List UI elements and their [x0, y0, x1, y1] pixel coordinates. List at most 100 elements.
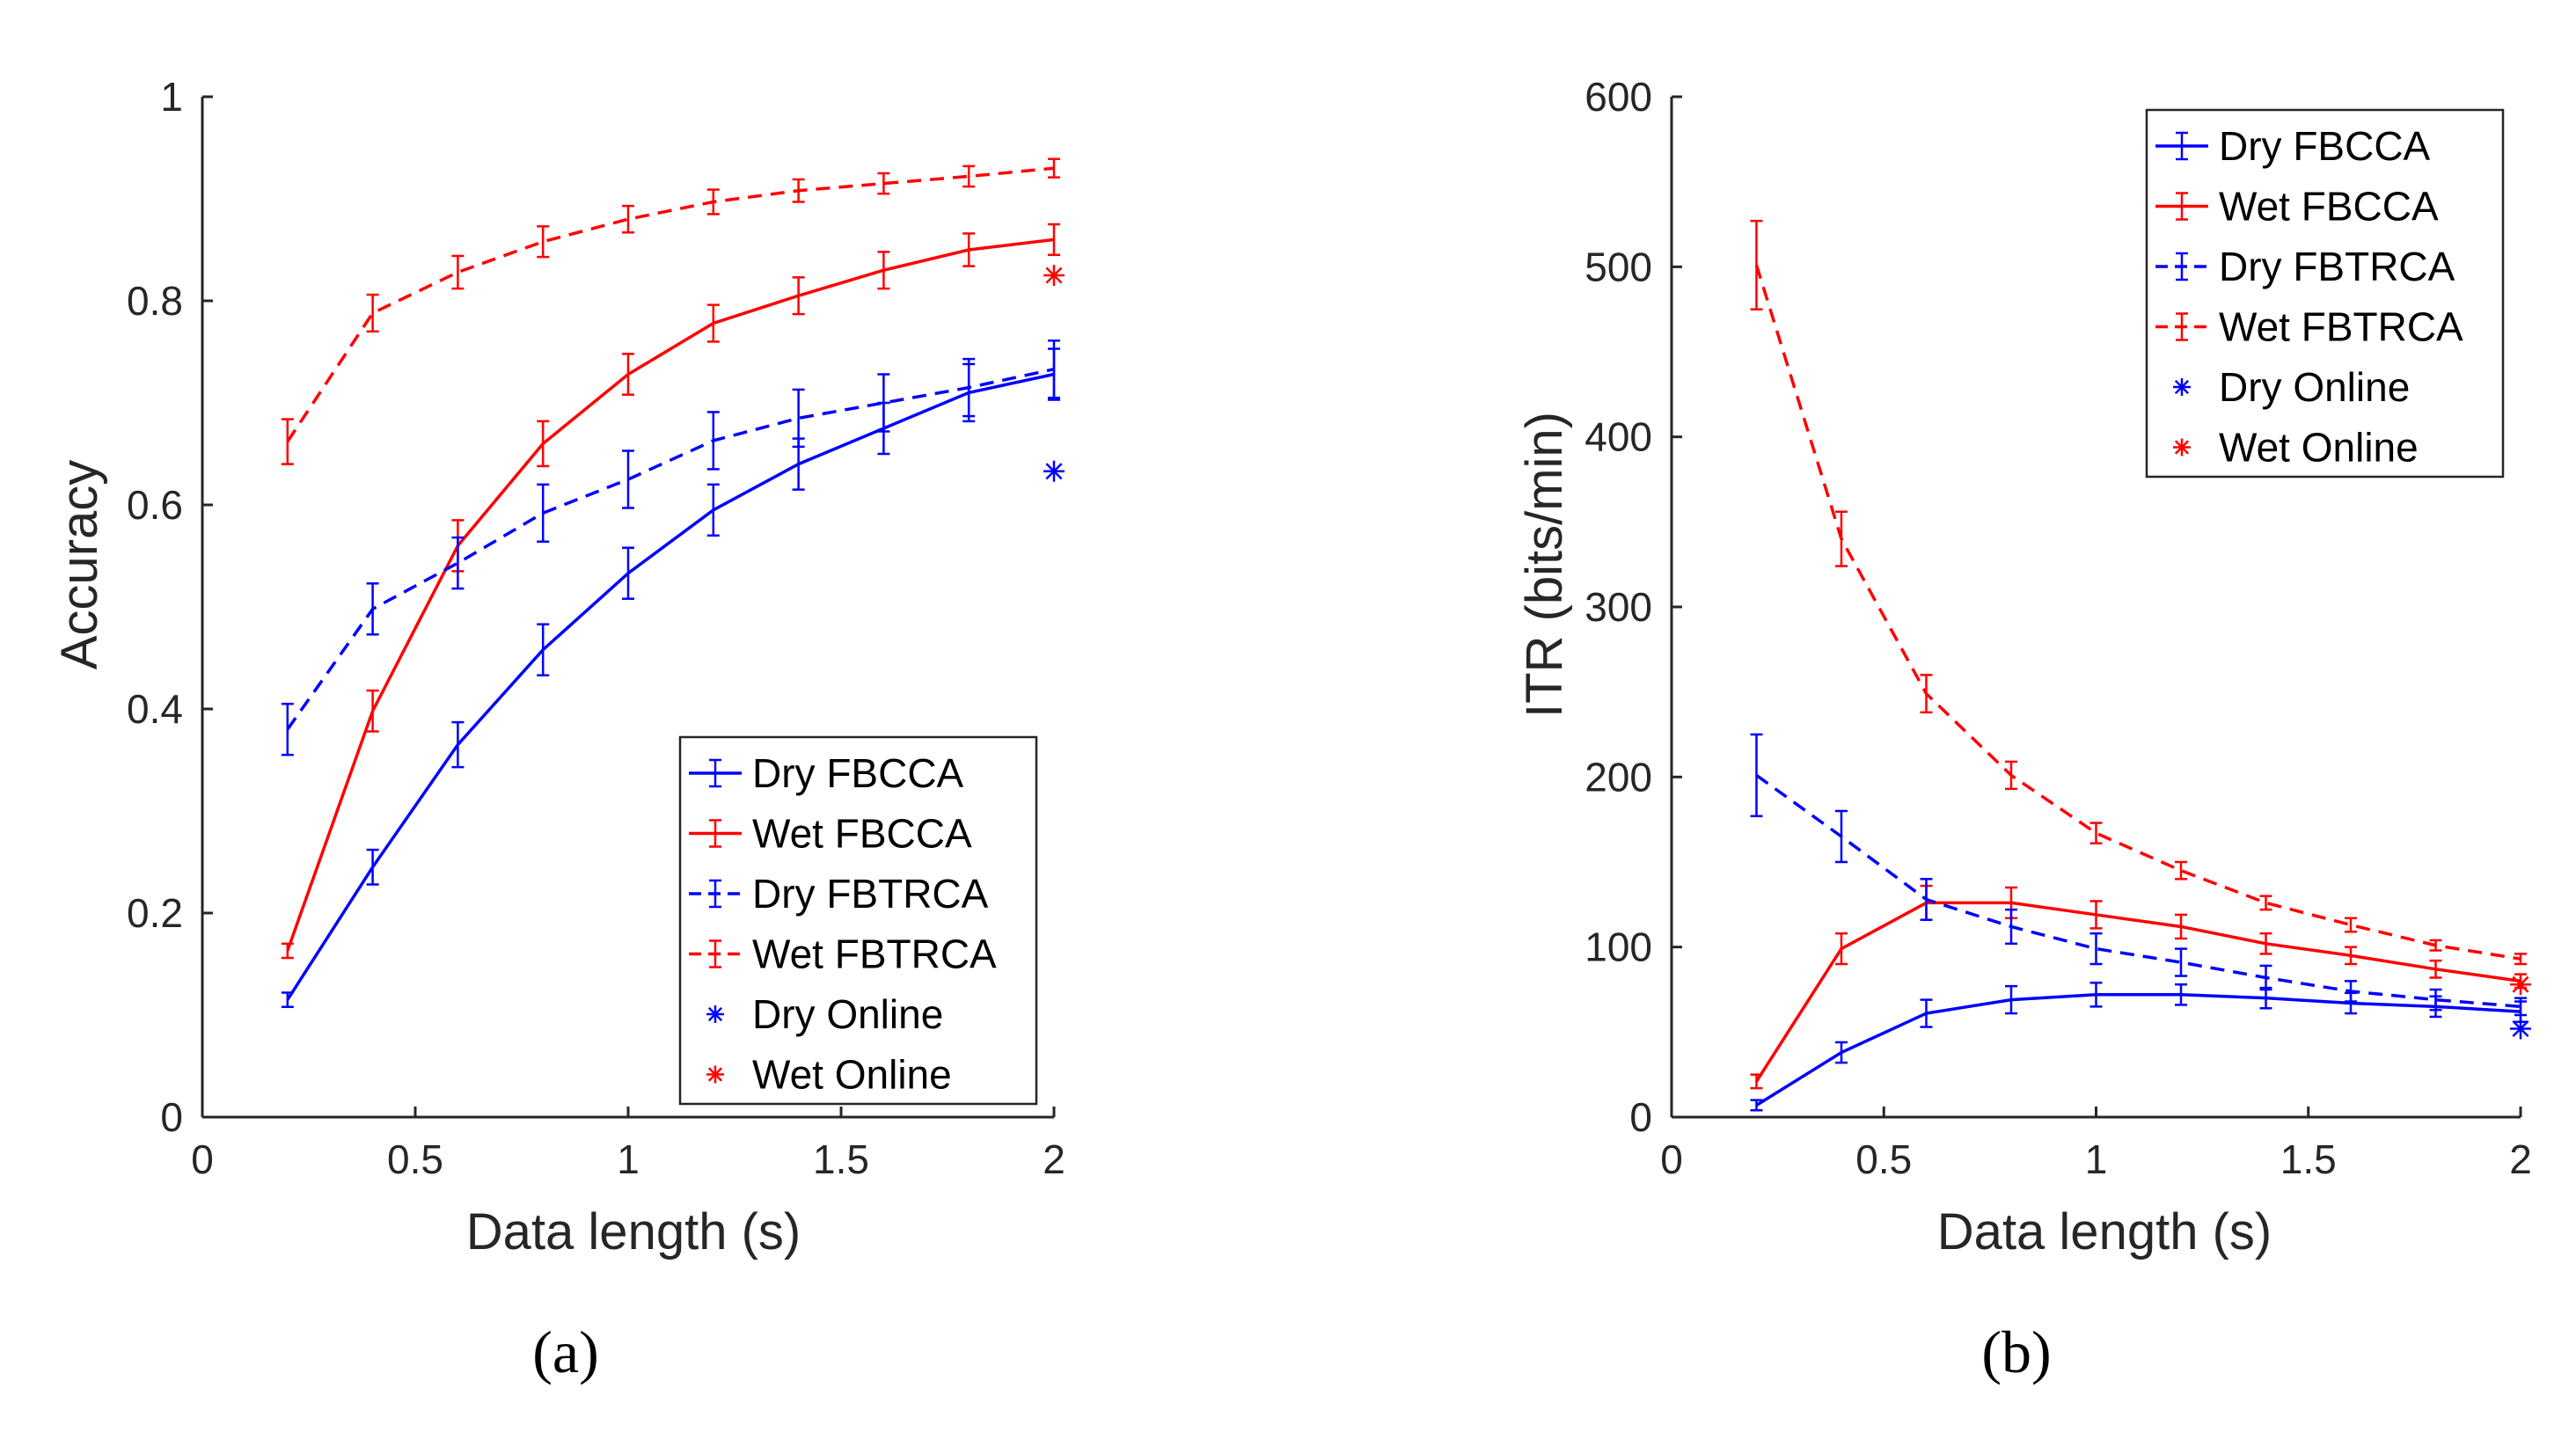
error-bar-wet-fbtrca-a: [706, 188, 720, 216]
legend-label-wet-fbcca-b: Wet FBCCA: [2219, 184, 2439, 230]
error-bar-wet-fbtrca-b: [1750, 219, 1763, 311]
axes-a: 0 0.5 1 1.5 2 0 0.2 0.4 0.6 0.8 1: [127, 74, 1065, 1182]
error-bar-dry-fbcca-a: [281, 991, 294, 1008]
error-bar-dry-fbtrca-a: [281, 702, 294, 756]
error-bar-dry-fbtrca-a: [877, 373, 890, 433]
legend-label-wet-fbtrca-b: Wet FBTRCA: [2219, 304, 2463, 350]
error-bar-dry-fbtrca-a: [537, 483, 550, 544]
error-bar-wet-fbcca-a: [537, 420, 550, 468]
x-tick-label-b: 1.5: [2280, 1136, 2337, 1182]
series-line-dry-fbcca-b: [1755, 993, 2521, 1107]
error-bar-dry-fbcca-b: [1835, 1041, 1848, 1064]
x-tick-label-a: 2: [1043, 1136, 1065, 1182]
legend-b: Dry FBCCA Wet FBCCA Dry FBTRCA Wet FBTRCA Dr…: [2145, 108, 2505, 479]
error-bar-wet-fbcca-a: [366, 689, 379, 733]
error-bar-wet-fbtrca-b: [1920, 674, 1933, 714]
error-bar-wet-fbtrca-b: [2259, 895, 2272, 911]
legend-swatch-wet-fbtrca-b: [2155, 312, 2208, 341]
legend-label-dry-online-a: Dry Online: [752, 991, 943, 1037]
error-bar-wet-fbtrca-b: [2175, 860, 2187, 880]
error-bar-dry-fbcca-b: [2005, 984, 2017, 1015]
panel-label-b: (b): [1981, 1319, 2051, 1385]
error-bar-wet-fbcca-a: [622, 353, 634, 396]
error-bar-dry-fbtrca-b: [2089, 932, 2103, 966]
marker-dry-online-b: [2510, 1018, 2531, 1040]
error-bar-wet-fbcca-b: [1835, 932, 1848, 966]
legend-label-dry-online-b: Dry Online: [2219, 364, 2410, 410]
error-bar-wet-fbtrca-b: [2514, 953, 2527, 966]
legend-label-dry-fbcca-a: Dry FBCCA: [752, 750, 964, 796]
legend-swatch-dry-fbtrca-a: [689, 879, 742, 909]
x-tick-label-a: 1: [617, 1136, 640, 1182]
series-line-dry-fbcca-a: [286, 372, 1055, 1001]
error-bar-dry-fbcca-b: [1750, 1099, 1763, 1112]
legend-label-wet-online-b: Wet Online: [2219, 425, 2419, 471]
error-bar-wet-fbtrca-a: [451, 254, 465, 290]
x-tick-label-b: 1: [2085, 1136, 2108, 1182]
legend-swatch-dry-fbcca-a: [689, 758, 742, 788]
error-bar-dry-fbtrca-b: [2514, 997, 2527, 1017]
plot-area-a: [281, 157, 1065, 1008]
y-tick-label-b: 400: [1584, 414, 1652, 460]
error-bar-wet-fbcca-a: [877, 251, 890, 290]
series-line-wet-fbcca-a: [286, 237, 1055, 952]
error-bar-wet-fbcca-b: [2089, 900, 2103, 930]
error-bar-dry-fbtrca-a: [1048, 339, 1060, 399]
error-bar-wet-fbcca-b: [2345, 946, 2357, 966]
chart-panel-b: 0 0.5 1 1.5 2 0 100 200 300 400 500 600 Data length…: [1516, 74, 2532, 1385]
panel-label-a: (a): [532, 1319, 598, 1385]
y-tick-label-a: 0.4: [127, 686, 183, 732]
legend-box-b: [2145, 108, 2505, 479]
y-tick-label-a: 0.2: [127, 890, 183, 936]
series-line-wet-fbtrca-b: [1754, 264, 2521, 961]
y-axis-label-b: ITR (bits/min): [1516, 412, 1573, 718]
chart-panel-a: 0 0.5 1 1.5 200.20.40.60.81 Data length (s) …: [51, 74, 1065, 1385]
x-tick-label-a: 0: [191, 1136, 214, 1182]
legend-marker-wet-online-a: [706, 1065, 724, 1084]
error-bar-wet-fbtrca-b: [2345, 917, 2357, 933]
error-bar-dry-fbcca-b: [2175, 983, 2187, 1006]
error-bar-dry-fbtrca-a: [706, 411, 720, 471]
x-tick-label-a: 0.5: [387, 1136, 443, 1182]
error-bar-dry-fbtrca-b: [2429, 988, 2442, 1012]
legend-swatch-dry-fbtrca-b: [2155, 252, 2208, 281]
y-tick-label-a: 0: [160, 1094, 183, 1140]
error-bar-dry-fbcca-a: [622, 546, 634, 600]
legend-label-wet-online-a: Wet Online: [752, 1052, 952, 1098]
error-bar-dry-fbtrca-b: [2345, 980, 2357, 1003]
error-bar-wet-fbtrca-a: [962, 164, 976, 188]
error-bar-wet-fbtrca-a: [537, 225, 550, 259]
legend-swatch-dry-fbcca-b: [2155, 131, 2208, 161]
error-bar-dry-fbtrca-b: [1750, 733, 1763, 818]
y-tick-label-b: 500: [1584, 244, 1652, 289]
legend-label-dry-fbtrca-b: Dry FBTRCA: [2219, 244, 2455, 289]
x-tick-label-b: 0: [1660, 1136, 1683, 1182]
x-axis-label-a: Data length (s): [466, 1203, 801, 1260]
series-line-wet-fbtrca-a: [286, 166, 1055, 443]
error-bar-dry-fbtrca-b: [2259, 964, 2272, 991]
legend-label-dry-fbcca-b: Dry FBCCA: [2219, 123, 2431, 169]
error-bar-dry-fbtrca-a: [962, 357, 976, 418]
legend-box-a: [678, 735, 1038, 1106]
legend-swatch-wet-fbcca-b: [2155, 192, 2208, 221]
error-bar-dry-fbcca-b: [2089, 982, 2103, 1008]
error-bar-wet-fbcca-a: [792, 276, 805, 316]
marker-dry-online-a: [1043, 460, 1065, 482]
error-bar-dry-fbtrca-b: [2175, 947, 2187, 977]
plot-area-b: [1750, 219, 2531, 1112]
y-tick-label-b: 100: [1584, 924, 1652, 970]
error-bar-wet-fbcca-a: [1048, 223, 1060, 257]
error-bar-dry-fbtrca-a: [451, 536, 465, 590]
error-bar-wet-fbtrca-a: [792, 178, 805, 203]
marker-wet-online-a: [1043, 265, 1065, 286]
x-tick-label-b: 2: [2509, 1136, 2532, 1182]
error-bar-wet-fbcca-b: [2429, 959, 2442, 979]
error-bar-wet-fbcca-a: [962, 232, 976, 267]
y-tick-label-a: 0.8: [127, 278, 183, 324]
y-tick-label-b: 200: [1584, 754, 1652, 800]
legend-label-wet-fbcca-a: Wet FBCCA: [752, 811, 972, 857]
series-line-wet-fbcca-b: [1755, 901, 2521, 1083]
y-tick-label-b: 0: [1629, 1094, 1652, 1140]
error-bar-wet-fbtrca-b: [2005, 760, 2017, 791]
